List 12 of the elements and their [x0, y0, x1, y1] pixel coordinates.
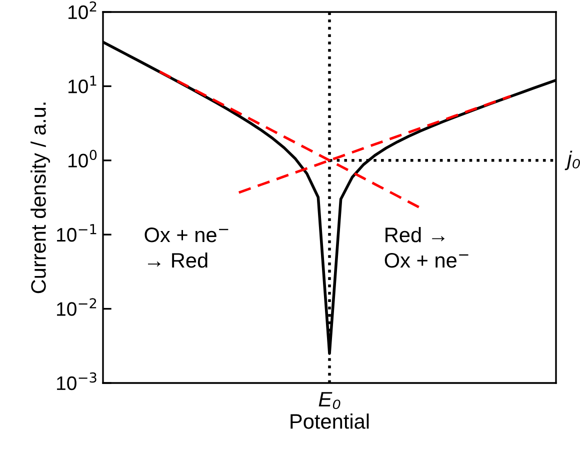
y-tick-label: 10$^{−3}$ — [57, 372, 96, 390]
ref-line-label: j₀ — [564, 150, 580, 170]
y-tick-label: 10$^{0}$ — [68, 150, 97, 168]
annotation: Red → Ox + ne$^{−}$ — [384, 227, 468, 268]
text: Ox + ne$^{−}$ → Red — [144, 228, 228, 268]
y-tick-label: 10$^{2}$ — [68, 1, 96, 20]
y-tick-label: 10$^{1}$ — [68, 76, 96, 94]
x-tick-label: E₀ — [318, 392, 340, 410]
y-axis-title: Current density / a.u. — [30, 102, 50, 294]
y-tick-label: 10$^{−1}$ — [57, 224, 96, 242]
y-tick-label: 10$^{−2}$ — [57, 298, 96, 316]
x-axis-title: Potential — [290, 414, 369, 429]
